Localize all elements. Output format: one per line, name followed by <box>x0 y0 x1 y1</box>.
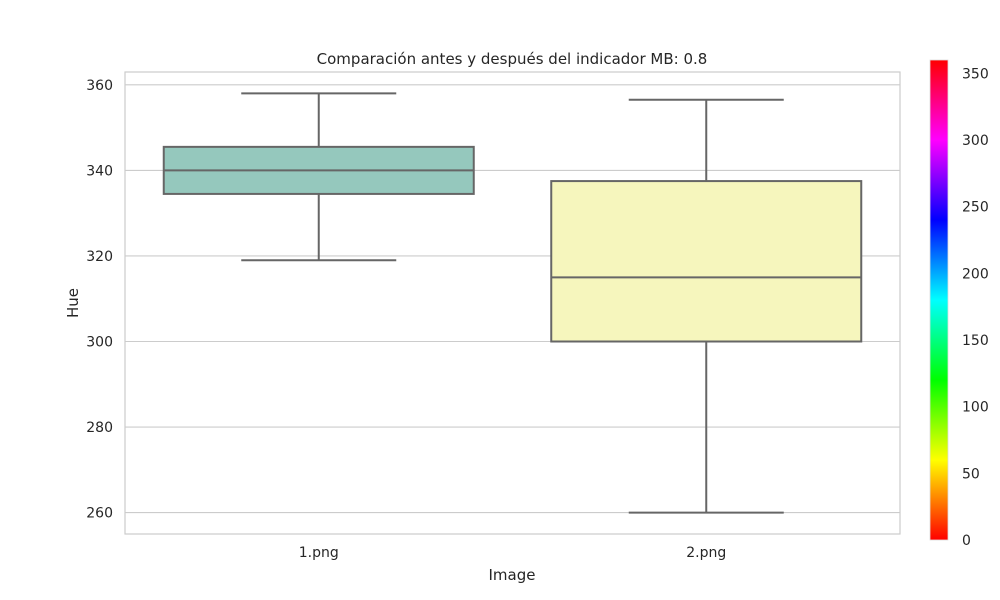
y-tick-label-320: 320 <box>86 249 113 265</box>
plot-frame <box>124 71 901 535</box>
x-tick-labels: 1.png 2.png <box>299 545 727 561</box>
x-tick-label-2.png: 2.png <box>686 545 726 561</box>
box-2.png <box>550 98 863 514</box>
colorbar-tick-label-300: 300 <box>962 133 989 149</box>
colorbar-tick-label-200: 200 <box>962 266 989 282</box>
y-tick-label-340: 340 <box>86 163 113 179</box>
y-tick-label-280: 280 <box>86 420 113 436</box>
y-tick-labels: 260 280 300 320 340 360 <box>86 78 113 522</box>
y-tick-label-260: 260 <box>86 506 113 522</box>
x-tick-label-1.png: 1.png <box>299 545 339 561</box>
colorbar-tick-label-100: 100 <box>962 400 989 416</box>
x-axis-label: Image <box>489 566 536 584</box>
y-axis-label: Hue <box>64 288 82 318</box>
y-tick-label-360: 360 <box>86 78 113 94</box>
colorbar-tick-label-150: 150 <box>962 333 989 349</box>
colorbar-tick-label-350: 350 <box>962 66 989 82</box>
colorbar-tick-label-250: 250 <box>962 200 989 216</box>
colorbar-tick-labels: 0 50 100 150 200 250 300 350 <box>962 66 989 549</box>
gridlines <box>125 84 900 514</box>
colorbar <box>929 59 949 541</box>
box-1.png <box>162 92 475 262</box>
chart-title: Comparación antes y después del indicado… <box>317 50 708 68</box>
box-plots <box>162 92 863 514</box>
y-tick-label-300: 300 <box>86 335 113 351</box>
colorbar-tick-label-50: 50 <box>962 466 980 482</box>
box-iqr <box>550 180 863 343</box>
colorbar-tick-label-0: 0 <box>962 533 971 549</box>
